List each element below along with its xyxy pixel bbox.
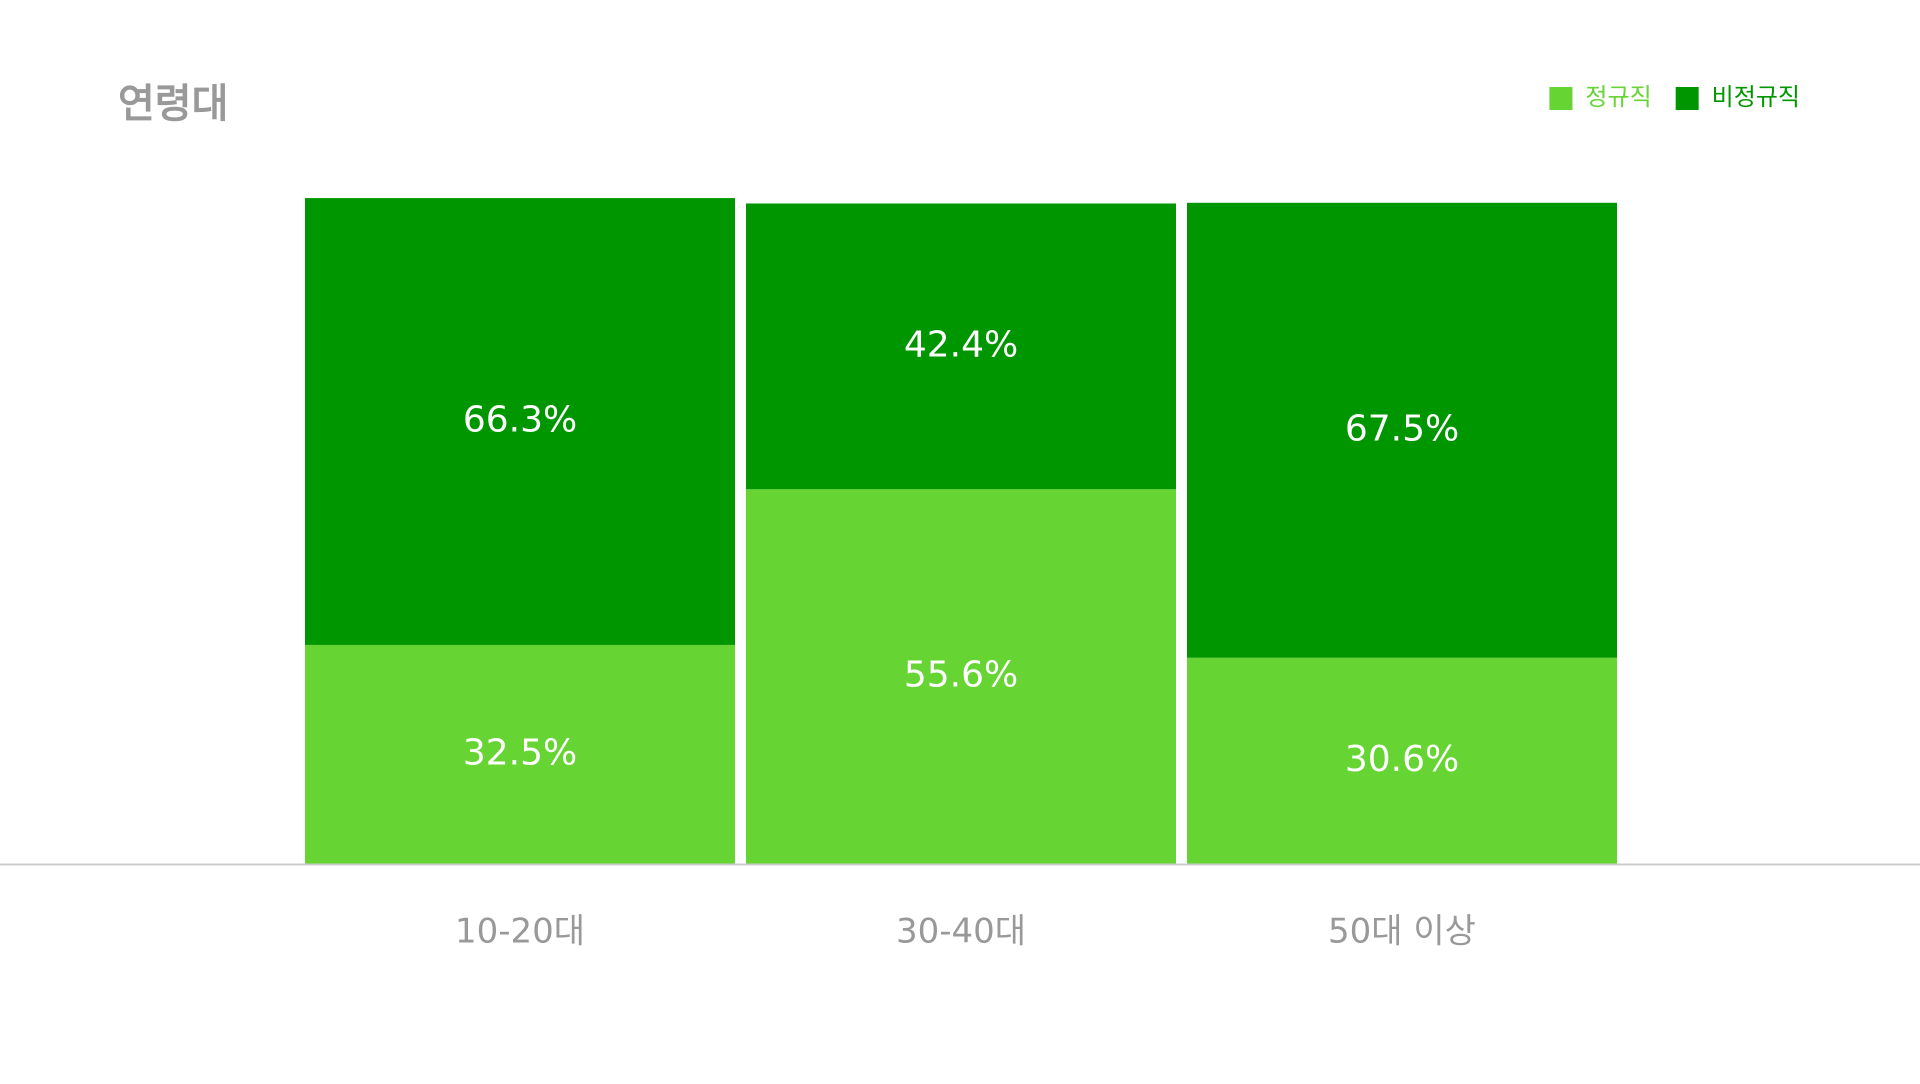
value-label: 67.5% xyxy=(1345,408,1459,449)
legend-label: 비정규직 xyxy=(1712,83,1800,111)
x-tick-label: 50대 이상 xyxy=(1328,912,1476,952)
x-tick-label: 10-20대 xyxy=(455,912,585,952)
bar-segment xyxy=(746,203,1176,490)
value-label: 32.5% xyxy=(463,732,577,773)
legend-label: 정규직 xyxy=(1585,83,1651,111)
bar-segment xyxy=(305,198,735,645)
bar-segment xyxy=(305,644,735,864)
bar-segment xyxy=(746,489,1176,864)
bar-segment xyxy=(1187,657,1617,864)
value-label: 66.3% xyxy=(463,400,577,441)
bar-segment xyxy=(1187,202,1617,658)
legend-swatch xyxy=(1675,87,1699,110)
value-label: 55.6% xyxy=(904,655,1018,696)
value-label: 30.6% xyxy=(1345,739,1459,780)
legend-swatch xyxy=(1549,87,1573,110)
value-label: 42.4% xyxy=(904,324,1018,365)
chart-title: 연령대 xyxy=(118,81,228,127)
x-tick-label: 30-40대 xyxy=(896,912,1026,952)
